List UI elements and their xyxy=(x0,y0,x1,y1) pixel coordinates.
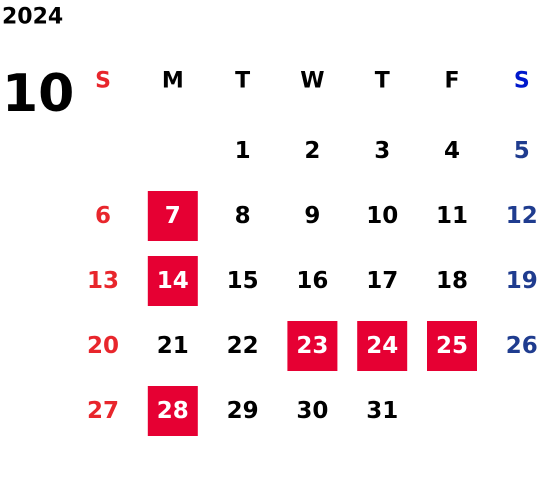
day: 1 xyxy=(235,138,251,164)
day: 18 xyxy=(436,268,468,294)
day: 22 xyxy=(227,333,259,359)
day: 7 xyxy=(165,203,181,229)
weekday-label: T xyxy=(235,69,250,94)
day: 23 xyxy=(296,333,328,359)
day: 3 xyxy=(374,138,390,164)
day: 27 xyxy=(87,398,119,424)
day: 21 xyxy=(157,333,189,359)
day: 11 xyxy=(436,203,468,229)
day: 24 xyxy=(366,333,398,359)
weekday-label: T xyxy=(375,69,390,94)
day: 17 xyxy=(366,268,398,294)
day: 25 xyxy=(436,333,468,359)
day: 8 xyxy=(235,203,251,229)
weekday-label: M xyxy=(162,69,184,94)
holiday-box xyxy=(147,256,198,306)
day: 26 xyxy=(506,333,538,359)
day: 6 xyxy=(95,203,111,229)
day: 4 xyxy=(444,138,460,164)
day: 5 xyxy=(514,138,530,164)
day: 30 xyxy=(296,398,328,424)
day: 29 xyxy=(227,398,259,424)
day: 31 xyxy=(366,398,398,424)
holiday-box xyxy=(147,191,198,241)
day: 19 xyxy=(506,268,538,294)
weekday-label: F xyxy=(444,69,459,94)
day: 15 xyxy=(227,268,259,294)
holiday-box xyxy=(357,321,408,371)
holiday-box xyxy=(427,321,477,371)
weekday-label: S xyxy=(95,69,111,94)
weekday-label: S xyxy=(514,69,530,94)
day: 10 xyxy=(366,203,398,229)
weekday-label: W xyxy=(300,69,324,94)
day: 12 xyxy=(506,203,538,229)
day: 9 xyxy=(304,203,320,229)
month: 10 xyxy=(2,64,74,124)
day: 2 xyxy=(304,138,320,164)
holiday-box xyxy=(147,386,198,436)
day: 14 xyxy=(157,268,189,294)
day: 16 xyxy=(296,268,328,294)
holiday-box xyxy=(287,321,338,371)
day: 20 xyxy=(87,333,119,359)
day: 13 xyxy=(87,268,119,294)
day: 28 xyxy=(157,398,189,424)
year: 2024 xyxy=(2,5,63,30)
